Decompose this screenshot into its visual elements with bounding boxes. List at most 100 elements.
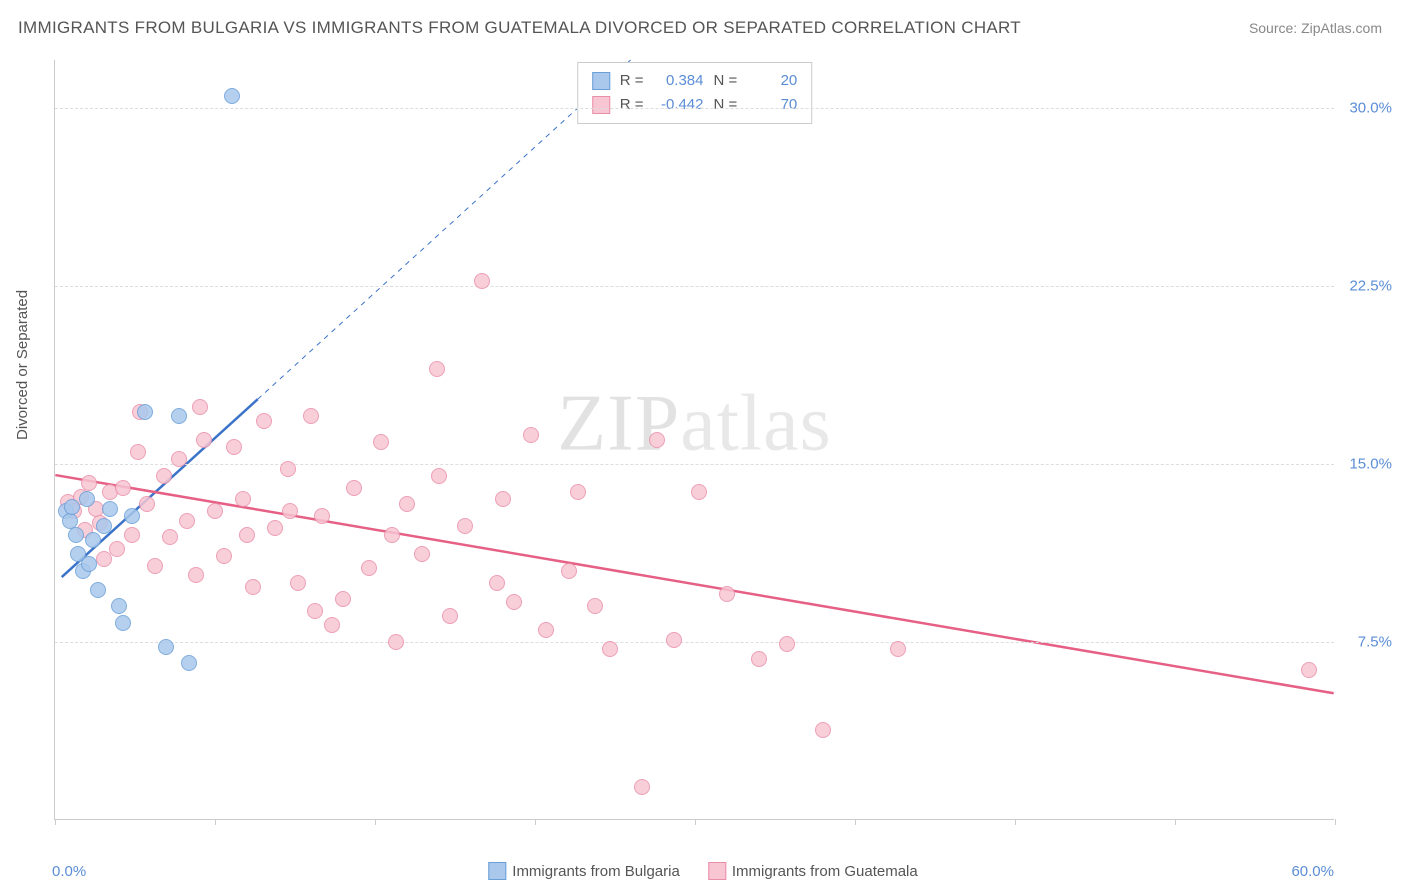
scatter-point-guatemala — [634, 779, 650, 795]
stats-r-guatemala: -0.442 — [654, 93, 704, 117]
scatter-point-guatemala — [442, 608, 458, 624]
scatter-point-guatemala — [414, 546, 430, 562]
gridline — [55, 642, 1334, 643]
scatter-point-bulgaria — [181, 655, 197, 671]
scatter-point-bulgaria — [158, 639, 174, 655]
scatter-point-guatemala — [314, 508, 330, 524]
scatter-point-guatemala — [324, 617, 340, 633]
x-axis-min-label: 0.0% — [52, 863, 86, 880]
x-tick — [215, 819, 216, 825]
scatter-point-guatemala — [235, 491, 251, 507]
scatter-point-bulgaria — [79, 491, 95, 507]
scatter-point-guatemala — [506, 594, 522, 610]
scatter-point-guatemala — [156, 468, 172, 484]
stats-n-label: N = — [714, 69, 738, 93]
scatter-point-guatemala — [207, 503, 223, 519]
stats-row-bulgaria: R = 0.384 N = 20 — [592, 69, 798, 93]
legend-item-bulgaria: Immigrants from Bulgaria — [488, 862, 680, 880]
stats-box: R = 0.384 N = 20 R = -0.442 N = 70 — [577, 62, 813, 124]
scatter-point-guatemala — [523, 427, 539, 443]
legend-label-guatemala: Immigrants from Guatemala — [732, 863, 918, 880]
scatter-point-guatemala — [115, 480, 131, 496]
scatter-point-guatemala — [399, 496, 415, 512]
scatter-point-guatemala — [124, 527, 140, 543]
scatter-point-guatemala — [226, 439, 242, 455]
x-tick — [695, 819, 696, 825]
scatter-point-guatemala — [196, 432, 212, 448]
gridline — [55, 108, 1334, 109]
scatter-point-bulgaria — [68, 527, 84, 543]
scatter-point-guatemala — [335, 591, 351, 607]
scatter-point-guatemala — [307, 603, 323, 619]
stats-n-guatemala: 70 — [747, 93, 797, 117]
scatter-point-guatemala — [290, 575, 306, 591]
x-tick — [1015, 819, 1016, 825]
scatter-point-guatemala — [429, 361, 445, 377]
stats-n-label: N = — [714, 93, 738, 117]
legend-label-bulgaria: Immigrants from Bulgaria — [512, 863, 680, 880]
x-tick — [855, 819, 856, 825]
stats-row-guatemala: R = -0.442 N = 70 — [592, 93, 798, 117]
scatter-point-guatemala — [561, 563, 577, 579]
scatter-point-guatemala — [171, 451, 187, 467]
scatter-point-guatemala — [719, 586, 735, 602]
chart-title: IMMIGRANTS FROM BULGARIA VS IMMIGRANTS F… — [18, 18, 1021, 38]
scatter-point-guatemala — [779, 636, 795, 652]
scatter-point-guatemala — [570, 484, 586, 500]
scatter-point-guatemala — [457, 518, 473, 534]
y-tick-label: 7.5% — [1358, 633, 1392, 650]
gridline — [55, 286, 1334, 287]
scatter-point-guatemala — [303, 408, 319, 424]
scatter-point-guatemala — [81, 475, 97, 491]
scatter-point-guatemala — [587, 598, 603, 614]
legend-swatch-bulgaria — [488, 862, 506, 880]
scatter-point-bulgaria — [102, 501, 118, 517]
bottom-legend: Immigrants from Bulgaria Immigrants from… — [488, 862, 917, 880]
scatter-point-guatemala — [384, 527, 400, 543]
chart-svg — [55, 60, 1334, 819]
stats-swatch-bulgaria — [592, 72, 610, 90]
scatter-point-guatemala — [109, 541, 125, 557]
scatter-point-bulgaria — [115, 615, 131, 631]
scatter-point-bulgaria — [171, 408, 187, 424]
stats-r-bulgaria: 0.384 — [654, 69, 704, 93]
y-axis-label: Divorced or Separated — [14, 290, 31, 440]
scatter-point-guatemala — [474, 273, 490, 289]
scatter-point-guatemala — [192, 399, 208, 415]
x-tick — [535, 819, 536, 825]
scatter-point-guatemala — [538, 622, 554, 638]
scatter-point-guatemala — [751, 651, 767, 667]
scatter-point-guatemala — [239, 527, 255, 543]
x-tick — [1335, 819, 1336, 825]
y-tick-label: 22.5% — [1349, 277, 1392, 294]
y-tick-label: 15.0% — [1349, 455, 1392, 472]
stats-swatch-guatemala — [592, 96, 610, 114]
scatter-point-guatemala — [666, 632, 682, 648]
stats-n-bulgaria: 20 — [747, 69, 797, 93]
scatter-point-guatemala — [691, 484, 707, 500]
scatter-point-bulgaria — [96, 518, 112, 534]
scatter-point-guatemala — [388, 634, 404, 650]
x-tick — [55, 819, 56, 825]
scatter-point-guatemala — [267, 520, 283, 536]
scatter-point-guatemala — [139, 496, 155, 512]
x-axis-max-label: 60.0% — [1291, 863, 1334, 880]
scatter-point-guatemala — [1301, 662, 1317, 678]
scatter-point-bulgaria — [81, 556, 97, 572]
scatter-point-bulgaria — [224, 88, 240, 104]
scatter-point-guatemala — [162, 529, 178, 545]
scatter-point-guatemala — [179, 513, 195, 529]
scatter-point-guatemala — [489, 575, 505, 591]
stats-r-label: R = — [620, 69, 644, 93]
legend-swatch-guatemala — [708, 862, 726, 880]
source-attribution: Source: ZipAtlas.com — [1249, 20, 1382, 36]
scatter-point-guatemala — [495, 491, 511, 507]
plot-area: ZIPatlas R = 0.384 N = 20 R = -0.442 N =… — [54, 60, 1334, 820]
scatter-point-guatemala — [361, 560, 377, 576]
scatter-point-guatemala — [890, 641, 906, 657]
x-tick — [1175, 819, 1176, 825]
y-tick-label: 30.0% — [1349, 99, 1392, 116]
scatter-point-bulgaria — [90, 582, 106, 598]
scatter-point-guatemala — [602, 641, 618, 657]
legend-item-guatemala: Immigrants from Guatemala — [708, 862, 918, 880]
